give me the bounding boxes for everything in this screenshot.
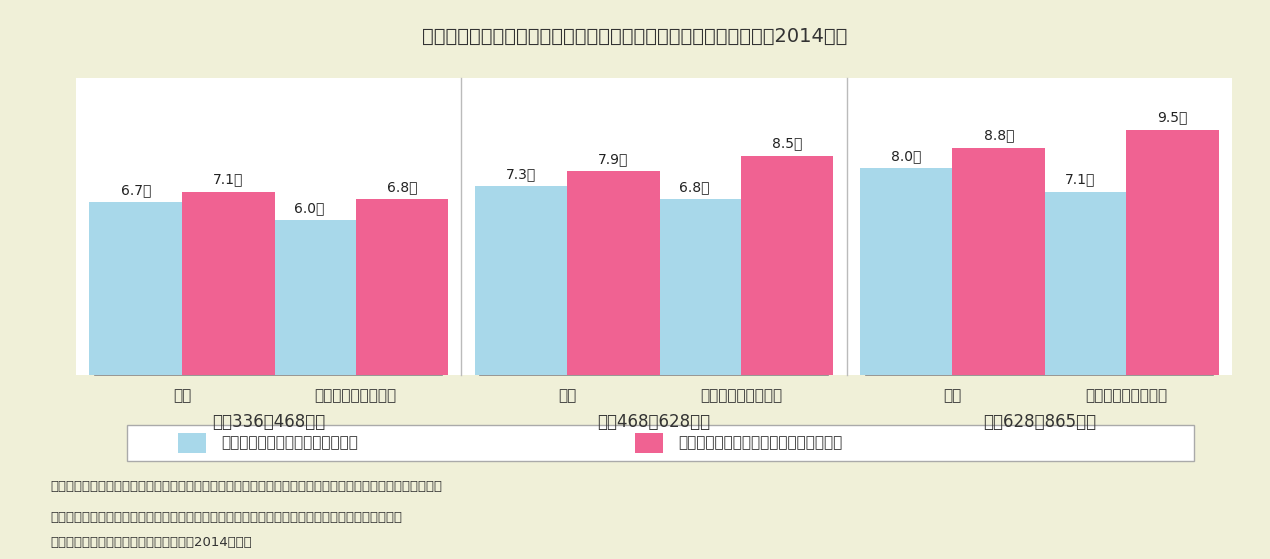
- Text: （資料）総務省「全国消費実態調査」（2014年）。: （資料）総務省「全国消費実態調査」（2014年）。: [51, 536, 253, 549]
- Text: 6.7万: 6.7万: [121, 183, 151, 197]
- Bar: [740, 155, 833, 375]
- Text: 7.1万: 7.1万: [1064, 173, 1095, 187]
- Bar: [952, 148, 1045, 375]
- Text: 6.8万: 6.8万: [679, 180, 710, 194]
- Bar: [1126, 130, 1219, 375]
- Text: 図表１　年金受給世帯の支出状況（月間・私的年金の受給状況別・2014年）: 図表１ 年金受給世帯の支出状況（月間・私的年金の受給状況別・2014年）: [423, 27, 847, 46]
- Text: 8.8万: 8.8万: [983, 129, 1013, 143]
- Text: 公的年金のみを受給している世帯: 公的年金のみを受給している世帯: [221, 435, 358, 451]
- Text: 8.5万: 8.5万: [772, 136, 803, 150]
- Bar: [263, 220, 356, 375]
- Text: 8.0万: 8.0万: [892, 149, 922, 163]
- Text: 年収468～628万円: 年収468～628万円: [597, 413, 711, 431]
- Text: （注１）レジャー・交際費等は、全国消費実態調査の再掲項目である教養娯楽関係費（いわゆるレジャー関係: （注１）レジャー・交際費等は、全国消費実態調査の再掲項目である教養娯楽関係費（い…: [51, 480, 443, 493]
- Text: 9.5万: 9.5万: [1157, 111, 1187, 125]
- Bar: [648, 200, 740, 375]
- Text: 7.3万: 7.3万: [505, 167, 536, 181]
- Bar: [475, 187, 568, 375]
- Text: 年収336～468万円: 年収336～468万円: [212, 413, 325, 431]
- Text: 費。教養娯楽費に鉄道運賃や航空運賃などを加えたもの）に、交際費とこづかいを加えたもの。: 費。教養娯楽費に鉄道運賃や航空運賃などを加えたもの）に、交際費とこづかいを加えた…: [51, 510, 403, 524]
- Bar: [356, 200, 448, 375]
- Bar: [1034, 192, 1126, 375]
- Bar: [568, 171, 660, 375]
- Bar: [860, 168, 952, 375]
- Text: 年収628～865万円: 年収628～865万円: [983, 413, 1096, 431]
- Text: 7.9万: 7.9万: [598, 152, 629, 166]
- Text: 6.8万: 6.8万: [386, 180, 417, 194]
- Bar: [89, 202, 182, 375]
- Text: 7.1万: 7.1万: [213, 173, 244, 187]
- Text: 6.0万: 6.0万: [295, 201, 325, 215]
- Text: 公的年金と私的年金を受給している世帯: 公的年金と私的年金を受給している世帯: [678, 435, 842, 451]
- Bar: [182, 192, 274, 375]
